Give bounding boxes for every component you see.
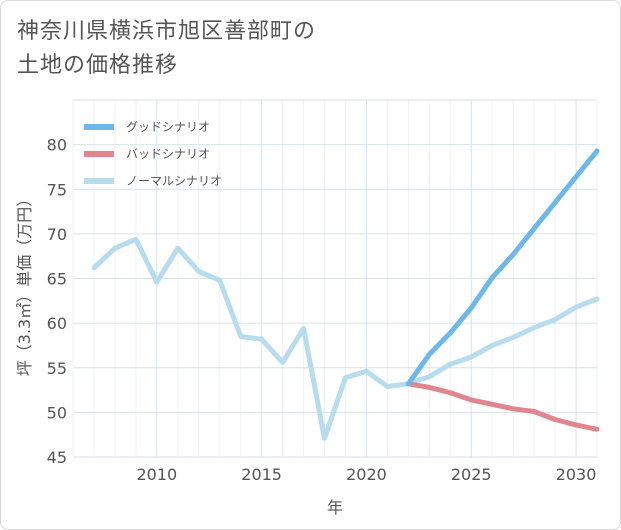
y-tick-label: 50 [47, 403, 67, 422]
x-tick-label: 2015 [241, 465, 282, 484]
y-tick-label: 75 [47, 180, 67, 199]
y-tick-label: 70 [47, 225, 67, 244]
x-tick-label: 2025 [451, 465, 492, 484]
series-line-1 [405, 381, 600, 432]
y-tick-label: 60 [47, 314, 67, 333]
y-tick-label: 45 [47, 448, 67, 467]
y-tick-label: 65 [47, 270, 67, 289]
chart-title-line-2: 土地の価格推移 [17, 53, 179, 78]
x-tick-label: 2030 [556, 465, 597, 484]
x-tick-label: 2010 [136, 465, 177, 484]
y-tick-label: 55 [47, 359, 67, 378]
chart-title: 神奈川県横浜市旭区善部町の 土地の価格推移 [17, 15, 316, 83]
grid-lines [72, 99, 598, 458]
x-tick-label: 2020 [346, 465, 387, 484]
series-line-0 [405, 148, 600, 387]
y-tick-label: 80 [47, 136, 67, 155]
x-axis-label: 年 [327, 498, 343, 517]
tick-labels: 2010 2015 2020 2025 2030 45 50 55 60 65 70 75 80 [47, 136, 597, 484]
legend-label: バッドシナリオ [126, 147, 210, 161]
series-layer [91, 148, 600, 441]
legend-label: グッドシナリオ [126, 120, 210, 134]
legend-label: ノーマルシナリオ [126, 174, 222, 188]
series-line-2 [91, 236, 600, 441]
chart-title-line-1: 神奈川県横浜市旭区善部町の [17, 19, 317, 44]
y-axis-label: 坪（3.3㎡）単価（万円） [15, 191, 34, 376]
